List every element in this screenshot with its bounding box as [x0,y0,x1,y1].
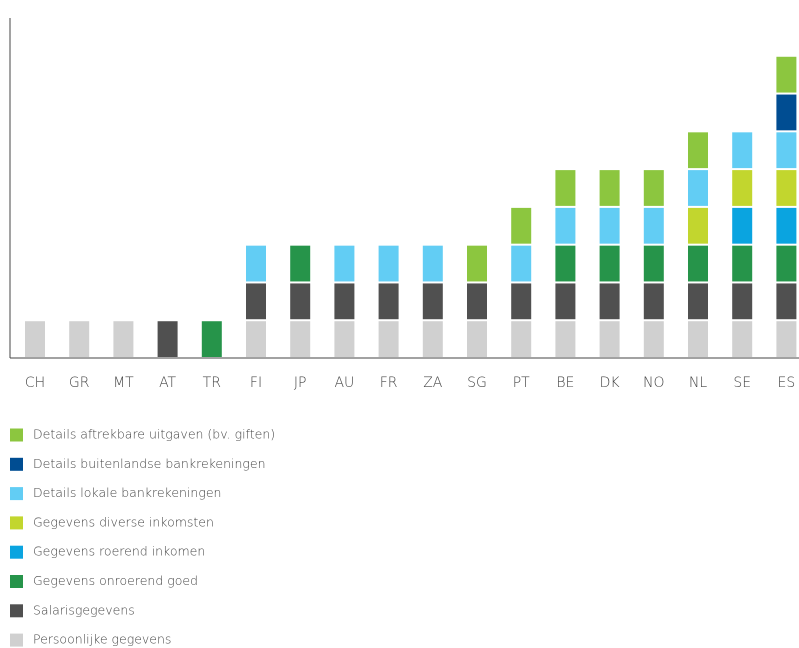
x-tick-label: AT [159,375,176,391]
bar-segment [776,132,797,169]
bar-segment [378,321,399,357]
bar-segment [732,207,753,244]
legend-swatch [10,457,23,471]
bar-segment [290,283,311,320]
bar-segment [643,207,664,244]
bar-segment [334,245,355,282]
bar-segment [555,207,576,244]
bar-segment [776,245,797,282]
x-tick-label: ZA [423,375,443,391]
bar-segment [467,245,487,282]
bar-segment [643,170,664,206]
x-tick-label: SG [467,375,487,391]
bar-segment [688,245,708,282]
x-tick-label: AU [334,375,354,391]
x-tick-label: SE [733,375,751,391]
bar-segment [599,283,620,320]
bar-segment [511,283,532,320]
bar-segment [599,321,620,357]
bar-segment [688,283,708,320]
bar-segment [599,170,620,206]
bar-segment [732,245,753,282]
bar-segment [776,56,797,93]
x-tick-label: NL [689,375,707,391]
bar-segment [555,321,576,357]
bar-segment [113,321,134,357]
legend-label: Gegevens onroerend goed [33,573,198,588]
legend-swatch [10,545,23,559]
bar-segment [643,245,664,282]
x-tick-label: DK [600,375,621,391]
bar-segment [334,283,355,320]
bar-segment [555,170,576,206]
x-tick-label: CH [25,375,45,391]
bar-segment [555,245,576,282]
legend-label: Salarisgegevens [33,602,135,617]
bar-segment [688,170,708,206]
x-tick-label: MT [113,375,134,391]
x-tick-label: NO [643,375,665,391]
bar-segment [776,170,797,206]
bar-segment [732,170,753,206]
legend-label: Details buitenlandse bankrekeningen [33,456,266,471]
legend-label: Persoonlijke gegevens [33,632,171,647]
bar-segment [555,283,576,320]
bar-segment [467,283,487,320]
bar-segment [688,321,708,357]
bar-segment [422,321,443,357]
bar-segment [290,245,311,282]
bar-segment [378,283,399,320]
x-tick-label: ES [778,375,796,391]
bar-segment [246,245,266,282]
legend-swatch [10,516,23,530]
legend-swatch [10,575,23,588]
x-tick-label: FR [380,375,398,391]
x-tick-label: GR [69,375,90,391]
bar-segment [246,321,266,357]
x-tick-label: TR [203,375,221,391]
bar-segment [776,207,797,244]
bar-segment [688,132,708,169]
bar-segment [643,321,664,357]
legend-swatch [10,633,23,647]
legend-label: Gegevens roerend inkomen [33,544,205,559]
legend-label: Gegevens diverse inkomsten [33,514,214,529]
bar-segment [732,132,753,169]
bar-segment [776,94,797,131]
bar-segment [511,245,532,282]
bar-segment [246,283,266,320]
bar-segment [511,321,532,357]
bar-segment [157,321,178,357]
bar-segment [378,245,399,282]
x-tick-label: JP [294,375,307,391]
legend-swatch [10,604,23,618]
bar-segment [643,283,664,320]
bar-segment [422,283,443,320]
x-tick-label: BE [556,375,574,391]
bar-segment [511,207,532,244]
legend-swatch [10,428,23,442]
bar-segment [422,245,443,282]
bar-segment [25,321,45,357]
bar-segment [599,245,620,282]
legend-swatch [10,487,23,501]
bar-segment [776,321,797,357]
legend-label: Details aftrekbare uitgaven (bv. giften) [33,427,275,442]
x-tick-label: PT [513,375,530,391]
bar-segment [467,321,487,357]
bar-segment [201,321,222,357]
bar-segment [776,283,797,320]
bar-segment [732,283,753,320]
bar-segment [290,321,311,357]
bar-segment [334,321,355,357]
bar-segment [69,321,90,357]
x-tick-label: FI [250,375,262,391]
bar-segment [599,207,620,244]
bar-segment [688,207,708,244]
legend-label: Details lokale bankrekeningen [33,485,221,500]
bar-segment [732,321,753,357]
